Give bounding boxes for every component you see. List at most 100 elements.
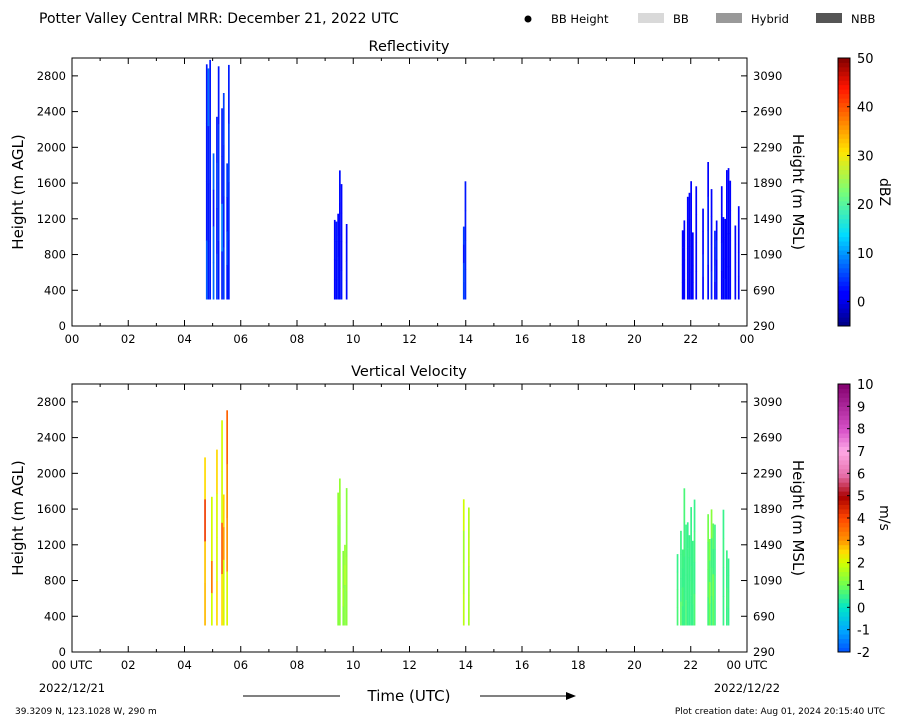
heatmap-cell (702, 253, 704, 277)
colorbar-strip (838, 183, 850, 188)
heatmap-cell (727, 608, 730, 626)
heatmap-cell (342, 569, 345, 589)
colorbar-strip (838, 406, 850, 412)
colorbar-strip (838, 174, 850, 179)
colorbar-strip (838, 580, 850, 586)
y-tick-label-right: 1490 (753, 538, 782, 552)
colorbar-strip (838, 281, 850, 287)
y-tick-label-right: 690 (753, 609, 775, 623)
colorbar-strip (838, 290, 850, 296)
heatmap-cell (339, 515, 341, 553)
heatmap-cell (714, 282, 716, 300)
y-tick-label-right: 3090 (753, 395, 782, 409)
heatmap-cell (690, 566, 692, 596)
colorbar-strip (838, 482, 850, 488)
heatmap-cell (676, 554, 679, 573)
colorbar-tick-label: 10 (857, 247, 874, 262)
legend-nbb-swatch (816, 13, 842, 23)
heatmap-cell (339, 588, 341, 626)
colorbar-strip (838, 218, 850, 224)
heatmap-cell (722, 596, 725, 626)
heatmap-cell (726, 202, 728, 235)
colorbar-strip (838, 397, 850, 403)
heatmap-cell (727, 558, 730, 576)
colorbar-strip (838, 142, 850, 148)
x-tick-label: 18 (571, 332, 586, 346)
colorbar-strip (838, 209, 850, 215)
heatmap-cell (345, 242, 348, 262)
heatmap-cell (464, 269, 467, 300)
colorbar-strip (838, 160, 850, 166)
heatmap-cell (692, 249, 694, 267)
precip-period (462, 499, 470, 626)
colorbar-strip (838, 647, 850, 653)
heatmap-cell (339, 202, 341, 236)
y-tick-label: 1600 (37, 176, 66, 190)
colorbar-tick-label: 2 (857, 557, 865, 572)
colorbar-strip (838, 620, 850, 626)
heatmap-cell (211, 528, 213, 562)
y-tick-label: 800 (44, 574, 66, 588)
heatmap-cell (228, 123, 230, 183)
heatmap-cell (727, 233, 730, 267)
colorbar-strip (838, 419, 850, 425)
heatmap-cell (686, 599, 689, 626)
heatmap-cell (726, 234, 728, 268)
heatmap-cell (226, 163, 228, 198)
heatmap-cell (204, 499, 206, 542)
heatmap-cell (683, 240, 686, 261)
heatmap-cell (710, 216, 713, 245)
heatmap-cell (221, 108, 223, 157)
colorbar-tick-label: 0 (857, 296, 865, 311)
colorbar-strip (838, 151, 850, 157)
heatmap-cell (727, 200, 730, 234)
heatmap-cell (686, 273, 689, 300)
heatmap-cell (710, 271, 713, 300)
colorbar-strip (838, 308, 850, 313)
heatmap-cell (729, 180, 732, 211)
colorbar-strip (838, 232, 850, 238)
velocity-ylabel-right: Height (m MSL) (789, 460, 807, 576)
colorbar-strip (838, 227, 850, 233)
precip-period (333, 170, 348, 300)
x-tick-label: 02 (121, 332, 136, 346)
heatmap-cell (680, 554, 682, 579)
colorbar-frame (837, 57, 851, 327)
reflectivity-title: Reflectivity (369, 39, 450, 55)
heatmap-cell (688, 192, 691, 220)
heatmap-cell (707, 514, 709, 543)
heatmap-cell (726, 550, 728, 570)
heatmap-cell (707, 264, 709, 300)
heatmap-cell (342, 606, 345, 626)
y-tick-label-right: 690 (753, 283, 775, 297)
heatmap-cell (724, 279, 726, 300)
heatmap-cell (737, 276, 740, 300)
heatmap-cell (226, 410, 228, 465)
heatmap-cell (333, 239, 336, 260)
heatmap-cell (688, 602, 691, 626)
precip-period (676, 488, 730, 626)
heatmap-cell (693, 593, 696, 626)
heatmap-cell (686, 522, 689, 549)
heatmap-cell (221, 203, 223, 252)
heatmap-cell (216, 537, 218, 582)
heatmap-cell (462, 281, 465, 300)
colorbar-strip (838, 66, 850, 72)
heatmap-cell (692, 282, 694, 300)
heatmap-cell (729, 240, 732, 270)
xlabel: Time (UTC) (367, 687, 451, 705)
heatmap-cell (710, 189, 713, 217)
velocity-colorbar: -2 -1 0 1 2 3 4 5 6 7 8 9 10 (837, 378, 874, 661)
colorbar-strip (838, 616, 850, 622)
colorbar-strip (838, 169, 850, 175)
heatmap-cell (335, 279, 338, 300)
heatmap-cell (221, 251, 223, 300)
velocity-ylabel: Height (m AGL) (9, 460, 27, 575)
heatmap-cell (226, 265, 228, 300)
colorbar-strip (838, 107, 850, 112)
heatmap-cell (686, 222, 689, 249)
y-tick-label-right: 1090 (753, 574, 782, 588)
heatmap-cell (468, 536, 470, 567)
heatmap-cell (339, 478, 341, 516)
legend: BB Height BB Hybrid NBB (524, 12, 875, 26)
